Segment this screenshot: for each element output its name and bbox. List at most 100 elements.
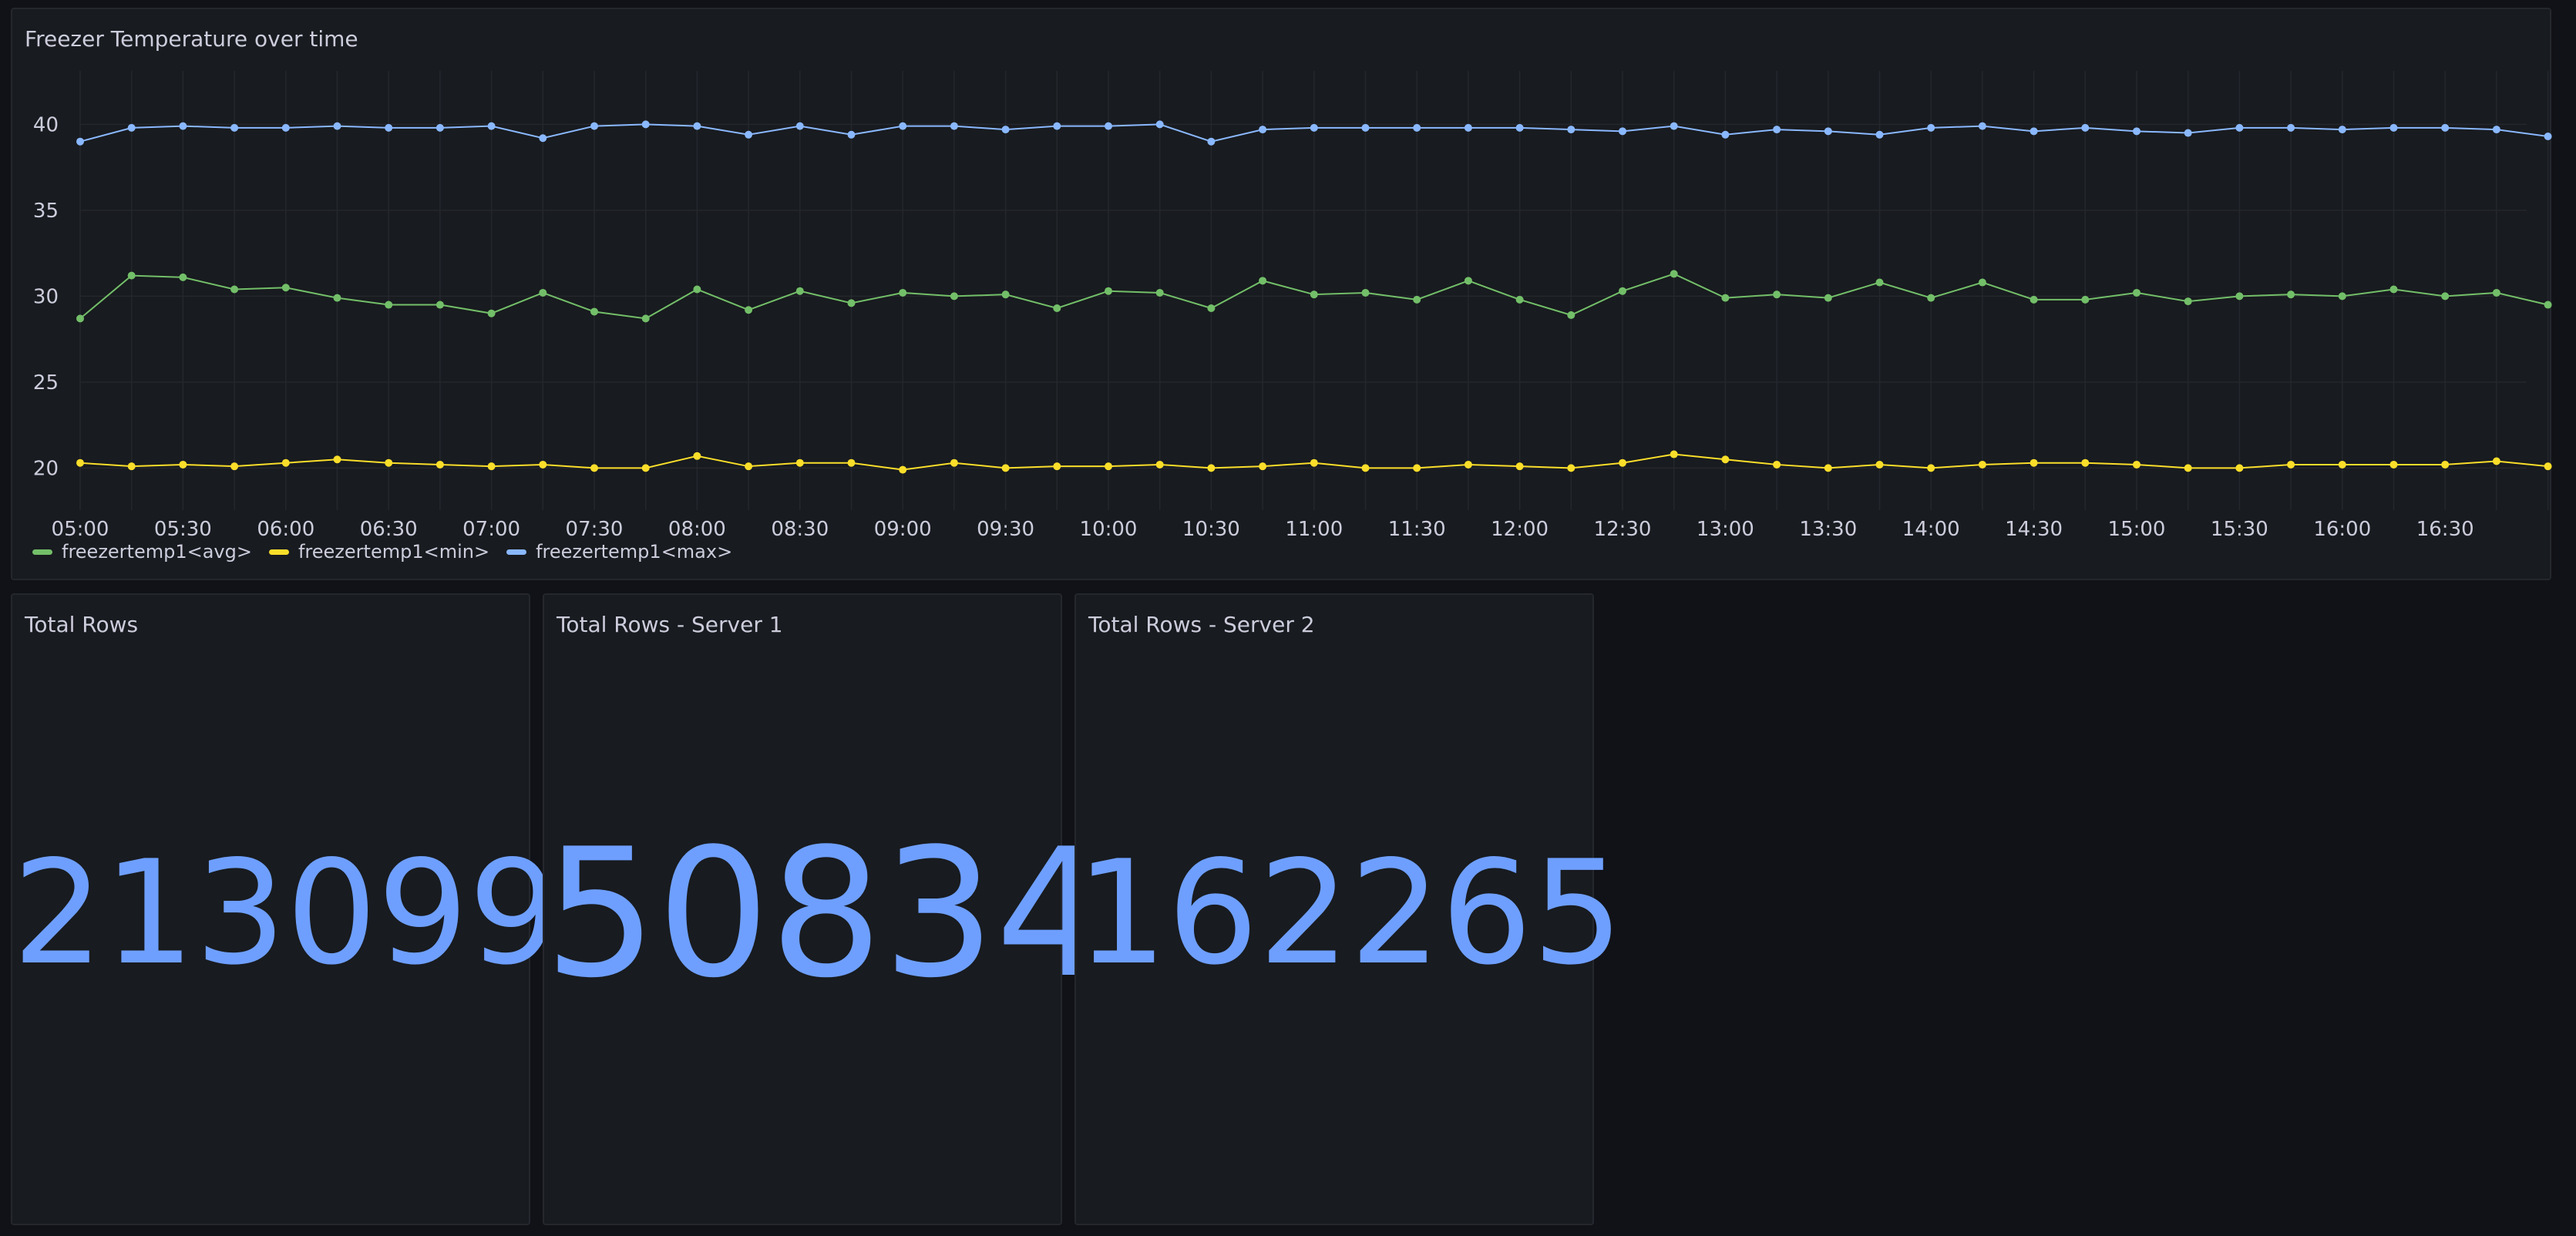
x-tick-label: 08:00 (668, 518, 726, 541)
data-point (2287, 460, 2295, 469)
data-point (1619, 287, 1626, 295)
data-point (435, 301, 444, 309)
data-point (179, 273, 187, 281)
data-point (590, 307, 598, 316)
x-tick-label: 06:30 (360, 518, 418, 541)
data-point (693, 285, 701, 294)
data-point (1413, 295, 1421, 304)
data-point (1515, 295, 1524, 304)
data-point (1464, 460, 1472, 469)
data-point (1670, 450, 1678, 458)
legend-item-avg[interactable]: freezertemp1<avg> (32, 541, 252, 563)
data-point (76, 314, 84, 323)
data-point (2492, 288, 2500, 297)
legend-swatch-yellow-icon (268, 549, 289, 555)
data-point (1155, 120, 1164, 129)
data-point (899, 465, 907, 474)
stat-panel-server-2[interactable]: Total Rows - Server 2 162265 (1074, 593, 1623, 1225)
data-point (1310, 123, 1318, 132)
data-point (2389, 123, 2398, 132)
data-point (2338, 292, 2346, 301)
data-point (745, 306, 753, 314)
legend-label: freezertemp1<max> (536, 541, 733, 563)
panel-title[interactable]: Total Rows (25, 612, 139, 637)
stat-value: 213099 (12, 829, 560, 996)
data-point (1259, 277, 1267, 285)
data-point (1670, 122, 1678, 130)
data-point (2287, 291, 2295, 299)
data-point (2030, 295, 2038, 304)
data-point (333, 122, 341, 130)
timeseries-panel[interactable]: Freezer Temperature over time 20 25 30 35 40… (11, 8, 2553, 582)
line-chart[interactable]: 20 25 30 35 40 05:00 05:30 06:00 06:30 07:00 07:30… (12, 9, 2553, 582)
data-point (281, 458, 290, 467)
data-point (590, 464, 598, 472)
data-point (1567, 464, 1576, 472)
data-point (2441, 292, 2450, 301)
legend-item-min[interactable]: freezertemp1<min> (268, 541, 490, 563)
data-point (487, 462, 496, 471)
data-point (487, 122, 496, 130)
data-point (230, 285, 239, 294)
data-point (1001, 464, 1010, 472)
data-point (2133, 127, 2141, 136)
data-point (2544, 133, 2552, 141)
stat-panel-server-1[interactable]: Total Rows - Server 1 50834 (543, 593, 1108, 1225)
data-point (281, 123, 290, 132)
data-point (1105, 122, 1112, 130)
data-point (385, 301, 393, 309)
data-point (1053, 122, 1061, 130)
x-tick-label: 07:30 (566, 518, 624, 541)
data-point (487, 309, 496, 317)
x-tick-label: 14:00 (1902, 518, 1960, 541)
data-point (1978, 278, 1986, 287)
data-point (2389, 285, 2398, 294)
data-point (1824, 464, 1832, 472)
data-point (230, 123, 239, 132)
panel-title[interactable]: Freezer Temperature over time (25, 26, 358, 52)
data-point (1875, 278, 1884, 287)
data-point (641, 464, 650, 472)
legend: freezertemp1<avg> freezertemp1<min> free… (32, 541, 732, 563)
data-point (1927, 123, 1935, 132)
data-point (1105, 462, 1112, 471)
data-point (1207, 464, 1216, 472)
x-tick-label: 08:30 (771, 518, 829, 541)
data-point (1053, 462, 1061, 471)
data-point (795, 122, 804, 130)
panel-title[interactable]: Total Rows - Server 2 (1088, 612, 1315, 637)
data-point (333, 294, 341, 302)
x-tick-label: 05:30 (154, 518, 212, 541)
x-tick-label: 15:30 (2211, 518, 2268, 541)
data-point (950, 122, 958, 130)
data-point (641, 120, 650, 129)
data-point (1773, 460, 1781, 469)
x-tick-label: 12:00 (1491, 518, 1549, 541)
panel-title[interactable]: Total Rows - Server 1 (557, 612, 783, 637)
data-point (2030, 127, 2038, 136)
data-point (1105, 287, 1112, 295)
data-point (435, 123, 444, 132)
data-point (2184, 464, 2192, 472)
data-point (2030, 458, 2038, 467)
data-point (1413, 123, 1421, 132)
legend-swatch-blue-icon (506, 549, 527, 555)
x-tick-label: 10:30 (1182, 518, 1240, 541)
data-point (1875, 130, 1884, 139)
data-point (1207, 304, 1216, 313)
data-point (179, 460, 187, 469)
data-point (1978, 460, 1986, 469)
x-tick-label: 11:00 (1285, 518, 1343, 541)
legend-label: freezertemp1<min> (298, 541, 490, 563)
x-tick-label: 13:00 (1697, 518, 1754, 541)
data-point (1207, 137, 1216, 146)
stat-panel-total-rows[interactable]: Total Rows 213099 (11, 593, 560, 1225)
data-point (2133, 460, 2141, 469)
data-point (1310, 291, 1318, 299)
x-tick-label: 13:30 (1799, 518, 1857, 541)
legend-item-max[interactable]: freezertemp1<max> (506, 541, 732, 563)
data-point (899, 122, 907, 130)
data-point (745, 462, 753, 471)
data-point (127, 123, 136, 132)
data-point (1619, 458, 1626, 467)
